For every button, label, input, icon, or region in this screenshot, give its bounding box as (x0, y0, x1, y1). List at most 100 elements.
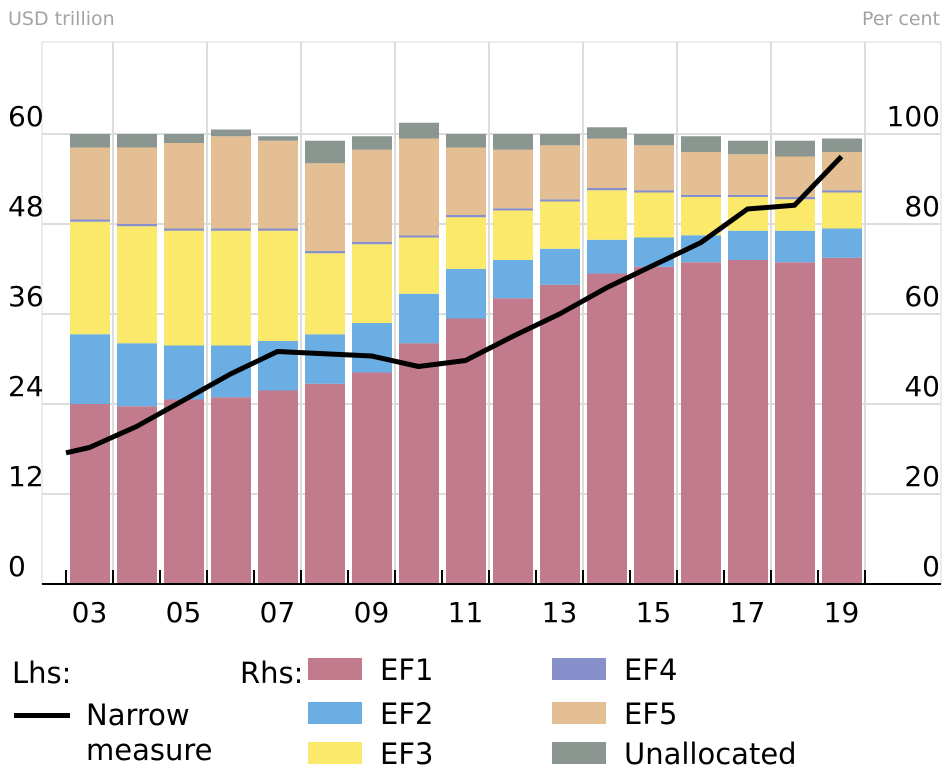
x-tick-label-07: 07 (260, 596, 296, 629)
bar-unallocated-2010 (399, 122, 439, 139)
bar-ef1-2014 (587, 273, 627, 584)
bar-ef3-2016 (681, 197, 721, 236)
bar-ef3-2007 (258, 230, 298, 341)
left-axis-unit: USD trillion (8, 8, 115, 30)
bar-unallocated-2014 (587, 127, 627, 139)
legend-ef5-label: EF5 (624, 697, 678, 731)
right-tick-label-80: 80 (904, 190, 940, 223)
x-tick-label-19: 19 (824, 596, 860, 629)
right-tick-label-40: 40 (904, 370, 940, 403)
bar-ef5-2004 (117, 147, 157, 224)
bar-ef3-2003 (70, 221, 110, 335)
legend-unallocated-label: Unallocated (624, 737, 797, 771)
bar-ef2-2015 (634, 237, 674, 267)
left-tick-label-0: 0 (8, 550, 26, 583)
bar-ef2-2003 (70, 334, 110, 404)
bar-ef2-2007 (258, 341, 298, 391)
bar-ef5-2012 (493, 149, 533, 209)
bar-unallocated-2011 (446, 134, 486, 148)
bar-ef4-2009 (352, 242, 392, 245)
bar-ef4-2010 (399, 235, 439, 238)
bar-ef1-2010 (399, 343, 439, 584)
left-tick-label-12: 12 (8, 460, 44, 493)
bar-unallocated-2004 (117, 134, 157, 148)
bar-unallocated-2009 (352, 136, 392, 150)
bar-ef4-2018 (775, 197, 815, 200)
bar-ef2-2012 (493, 260, 533, 299)
left-tick-label-36: 36 (8, 280, 44, 313)
x-tick-label-17: 17 (730, 596, 766, 629)
bar-ef2-2014 (587, 239, 627, 274)
left-tick-label-24: 24 (8, 370, 44, 403)
bar-ef2-2008 (305, 334, 345, 384)
bar-ef4-2016 (681, 194, 721, 197)
bar-ef1-2015 (634, 266, 674, 584)
bar-ef4-2005 (164, 228, 204, 231)
bar-ef2-2011 (446, 269, 486, 319)
legend-narrow-measure-label-1: Narrow (86, 698, 190, 732)
bar-ef5-2010 (399, 138, 439, 236)
right-axis-unit: Per cent (862, 8, 940, 30)
bar-ef3-2008 (305, 253, 345, 335)
bar-unallocated-2003 (70, 134, 110, 148)
bar-unallocated-2017 (728, 140, 768, 155)
x-tick-label-05: 05 (166, 596, 202, 629)
bar-ef3-2006 (211, 230, 251, 346)
bar-unallocated-2016 (681, 136, 721, 152)
bar-ef5-2006 (211, 136, 251, 229)
bar-unallocated-2013 (540, 134, 580, 146)
legend-ef3-label: EF3 (380, 737, 434, 771)
x-tick-label-15: 15 (636, 596, 672, 629)
legend-ef2-label: EF2 (380, 697, 434, 731)
bar-ef3-2014 (587, 190, 627, 240)
bar-ef4-2017 (728, 194, 768, 197)
legend-ef2-swatch (308, 702, 362, 724)
bar-ef4-2013 (540, 199, 580, 202)
bar-unallocated-2019 (822, 138, 862, 152)
bar-unallocated-2018 (775, 140, 815, 157)
bar-ef3-2009 (352, 244, 392, 323)
bar-ef4-2015 (634, 190, 674, 193)
legend-narrow-measure-label-2: measure (86, 733, 213, 767)
right-tick-label-60: 60 (904, 280, 940, 313)
bar-ef3-2005 (164, 230, 204, 346)
bar-ef4-2012 (493, 208, 533, 211)
bar-ef3-2011 (446, 217, 486, 269)
left-tick-label-48: 48 (8, 190, 44, 223)
bar-ef5-2013 (540, 145, 580, 200)
legend-ef1-swatch (308, 658, 362, 680)
bar-ef1-2019 (822, 257, 862, 584)
bar-unallocated-2006 (211, 129, 251, 137)
legend-ef4-label: EF4 (624, 653, 678, 687)
bar-ef3-2017 (728, 197, 768, 231)
bar-ef4-2008 (305, 251, 345, 254)
bar-ef2-2013 (540, 248, 580, 285)
bar-unallocated-2007 (258, 136, 298, 141)
bar-ef5-2014 (587, 138, 627, 188)
bar-ef4-2011 (446, 215, 486, 218)
bar-ef4-2019 (822, 190, 862, 193)
bar-ef1-2017 (728, 260, 768, 584)
bar-ef2-2009 (352, 323, 392, 373)
bar-ef3-2015 (634, 192, 674, 238)
bar-ef5-2015 (634, 145, 674, 191)
left-tick-label-60: 60 (8, 100, 44, 133)
bar-ef1-2018 (775, 262, 815, 584)
x-tick-label-03: 03 (72, 596, 108, 629)
legend-ef3-swatch (308, 742, 362, 764)
bar-ef4-2014 (587, 188, 627, 191)
bar-ef3-2019 (822, 192, 862, 229)
bar-ef2-2010 (399, 293, 439, 344)
bar-ef1-2004 (117, 406, 157, 584)
x-tick-label-11: 11 (448, 596, 484, 629)
bar-ef5-2007 (258, 140, 298, 229)
bar-ef2-2017 (728, 230, 768, 260)
bar-ef4-2004 (117, 224, 157, 227)
x-tick-label-13: 13 (542, 596, 578, 629)
bar-ef5-2016 (681, 152, 721, 195)
bar-ef5-2005 (164, 143, 204, 229)
right-tick-label-20: 20 (904, 460, 940, 493)
right-tick-label-0: 0 (922, 550, 940, 583)
x-tick-label-09: 09 (354, 596, 390, 629)
bar-ef1-2012 (493, 298, 533, 584)
